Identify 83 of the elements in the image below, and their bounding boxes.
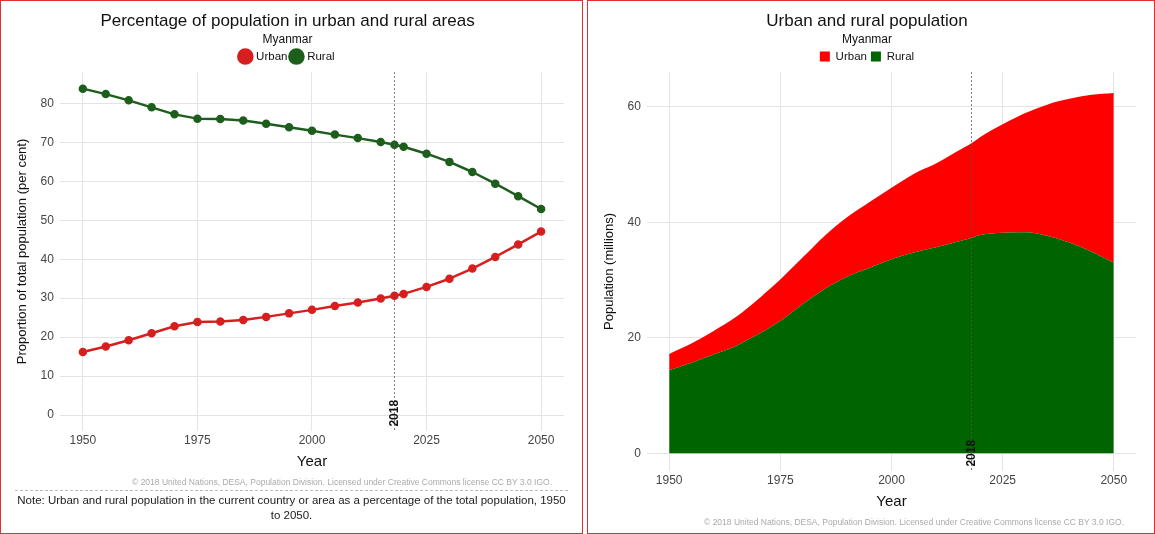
y-tick-label: 20 xyxy=(40,329,55,344)
y-tick-label: 20 xyxy=(627,330,642,345)
point xyxy=(124,96,133,105)
x-tick-label: 2050 xyxy=(527,433,555,448)
text: Note: Urban and rural population in the current country or area as a percentage of the total population, 1950 to 2050. xyxy=(15,490,568,523)
y-tick-label: 0 xyxy=(47,407,55,422)
point xyxy=(78,84,88,93)
legend-label: Rural xyxy=(307,49,335,62)
chart-title: Urban and rural population xyxy=(766,10,968,30)
x-tick-label: 1950 xyxy=(69,433,97,448)
y-tick-label: 0 xyxy=(634,445,642,460)
legend-label: Urban xyxy=(256,49,288,62)
chart-title: Percentage of population in urban and rural areas xyxy=(100,10,475,30)
x-tick-label: 1975 xyxy=(766,473,794,488)
chart-subtitle: Myanmar xyxy=(841,31,893,46)
x-tick-label: 2000 xyxy=(878,473,906,488)
point xyxy=(422,282,431,292)
point xyxy=(101,89,111,99)
y-tick-label: 60 xyxy=(627,99,642,114)
x-tick-label: 1950 xyxy=(655,473,683,488)
x-tick-label: 2000 xyxy=(298,433,326,448)
legend-label: Rural xyxy=(886,49,915,62)
point xyxy=(170,321,179,331)
point xyxy=(147,103,156,112)
ref-line-label: 2018 xyxy=(963,439,978,467)
legend-label: Urban xyxy=(835,49,867,62)
y-tick-label: 30 xyxy=(40,290,55,305)
point xyxy=(238,116,248,125)
ref-line-label: 2018 xyxy=(386,399,401,427)
chart-subtitle: Myanmar xyxy=(262,31,313,46)
point xyxy=(284,122,294,132)
point xyxy=(330,301,340,311)
point xyxy=(390,140,399,149)
point xyxy=(353,133,363,143)
point xyxy=(513,240,523,249)
point xyxy=(399,289,408,299)
point xyxy=(124,336,133,345)
point xyxy=(468,264,477,273)
y-tick-label: 40 xyxy=(627,214,642,229)
y-tick-label: 80 xyxy=(40,95,55,110)
y-tick-label: 40 xyxy=(40,251,55,266)
point xyxy=(422,149,431,158)
x-tick-label: 2025 xyxy=(989,473,1017,488)
point xyxy=(330,130,340,139)
x-tick-label: 2025 xyxy=(413,433,441,448)
point xyxy=(193,317,202,327)
point xyxy=(238,315,248,325)
point xyxy=(284,309,294,318)
point xyxy=(147,328,156,338)
point xyxy=(101,342,111,351)
point xyxy=(491,179,500,188)
point xyxy=(445,274,454,283)
y-axis-title: Population (millions) xyxy=(601,212,617,330)
x-tick-label: 2050 xyxy=(1100,473,1128,488)
point xyxy=(468,167,477,177)
point xyxy=(536,204,546,214)
y-tick-label: 70 xyxy=(40,134,55,149)
point xyxy=(536,227,546,236)
point xyxy=(513,191,523,201)
point xyxy=(78,347,88,357)
point xyxy=(193,114,202,123)
point xyxy=(445,157,454,167)
x-axis-title: Year xyxy=(876,492,907,510)
point xyxy=(376,294,385,303)
x-tick-label: 1975 xyxy=(184,433,212,448)
y-tick-label: 60 xyxy=(40,173,55,188)
point xyxy=(307,305,317,315)
point xyxy=(399,142,408,151)
point xyxy=(216,114,225,124)
y-axis-title: Proportion of total population (per cent) xyxy=(14,138,30,365)
point xyxy=(376,137,385,147)
text: © 2018 United Nations, DESA, Population Division. Licensed under Creative Commons license CC BY 3.0 IGO. xyxy=(703,517,1125,527)
point xyxy=(491,252,500,262)
y-tick-label: 50 xyxy=(40,212,55,227)
text: © 2018 United Nations, DESA, Population Division. Licensed under Creative Commons license CC BY 3.0 IGO. xyxy=(131,477,553,487)
point xyxy=(307,126,317,135)
y-tick-label: 10 xyxy=(40,368,55,383)
point xyxy=(261,312,271,322)
x-axis-title: Year xyxy=(296,452,328,470)
point xyxy=(170,110,179,119)
point xyxy=(353,298,363,307)
point xyxy=(216,317,225,326)
point xyxy=(261,119,271,128)
